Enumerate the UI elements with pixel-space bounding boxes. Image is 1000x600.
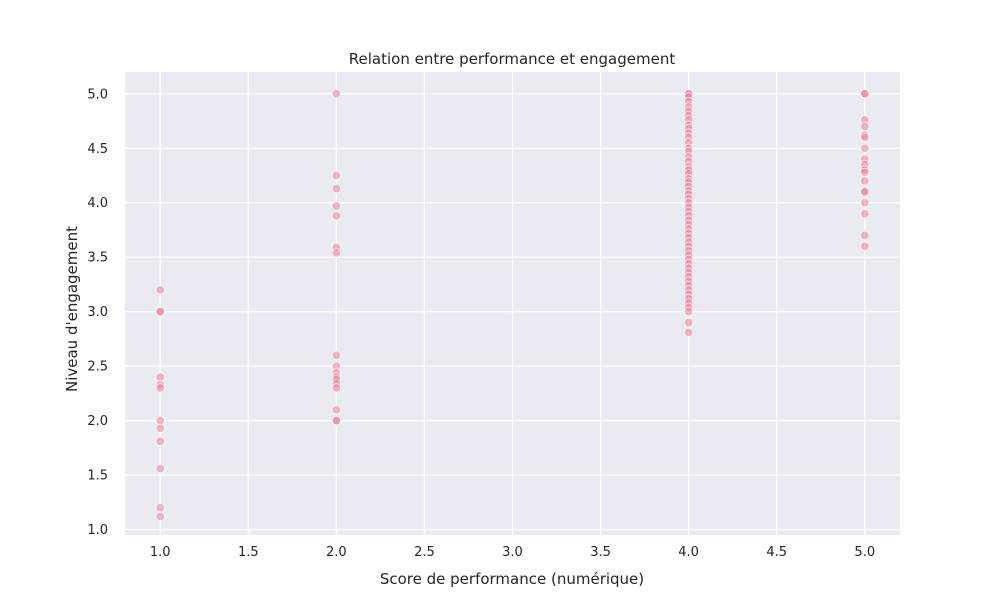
data-point	[155, 372, 165, 382]
data-point	[331, 383, 341, 393]
x-tick-label: 2.5	[414, 545, 435, 560]
data-point	[331, 211, 341, 221]
y-tick-label: 1.0	[87, 523, 108, 538]
x-tick-label: 1.5	[238, 545, 259, 560]
data-point	[331, 201, 341, 211]
x-tick-label: 3.5	[590, 545, 611, 560]
x-tick-label: 4.5	[766, 545, 787, 560]
data-point	[331, 89, 341, 99]
y-tick-label: 2.0	[87, 414, 108, 429]
y-tick-labels: 1.0 1.5 2.0 2.5 3.0 3.5 4.0 4.5 5.0	[87, 87, 108, 538]
data-point	[155, 416, 165, 426]
data-point	[860, 176, 870, 186]
data-point	[684, 307, 694, 317]
data-point	[331, 416, 341, 426]
data-point	[860, 241, 870, 251]
data-point	[331, 248, 341, 258]
data-point	[860, 132, 870, 142]
data-point	[860, 121, 870, 131]
data-point	[860, 187, 870, 197]
data-point	[155, 285, 165, 295]
data-point	[331, 170, 341, 180]
data-point	[155, 423, 165, 433]
x-tick-label: 5.0	[854, 545, 875, 560]
y-tick-label: 3.5	[87, 251, 108, 266]
x-tick-label: 4.0	[678, 545, 699, 560]
data-points	[155, 89, 870, 521]
y-tick-label: 2.5	[87, 360, 108, 375]
data-point	[155, 511, 165, 521]
data-point	[860, 198, 870, 208]
data-point	[860, 230, 870, 240]
data-point	[860, 167, 870, 177]
data-point	[331, 350, 341, 360]
x-tick-label: 1.0	[150, 545, 171, 560]
y-tick-label: 4.5	[87, 142, 108, 157]
data-point	[155, 383, 165, 393]
data-point	[331, 405, 341, 415]
data-point	[860, 209, 870, 219]
data-point	[155, 503, 165, 513]
x-tick-label: 3.0	[502, 545, 523, 560]
data-point	[155, 307, 165, 317]
data-point	[684, 327, 694, 337]
data-point	[684, 318, 694, 328]
chart-title: Relation entre performance et engagement	[349, 50, 676, 68]
y-tick-label: 4.0	[87, 196, 108, 211]
data-point	[155, 436, 165, 446]
y-tick-label: 1.5	[87, 469, 108, 484]
x-tick-label: 2.0	[326, 545, 347, 560]
data-point	[331, 184, 341, 194]
y-tick-label: 5.0	[87, 87, 108, 102]
x-axis-label: Score de performance (numérique)	[380, 570, 644, 588]
x-tick-labels: 1.0 1.5 2.0 2.5 3.0 3.5 4.0 4.5 5.0	[150, 545, 875, 560]
data-point	[860, 89, 870, 99]
data-point	[155, 464, 165, 474]
y-axis-label: Niveau d'engagement	[63, 226, 81, 392]
data-point	[860, 143, 870, 153]
y-tick-label: 3.0	[87, 305, 108, 320]
